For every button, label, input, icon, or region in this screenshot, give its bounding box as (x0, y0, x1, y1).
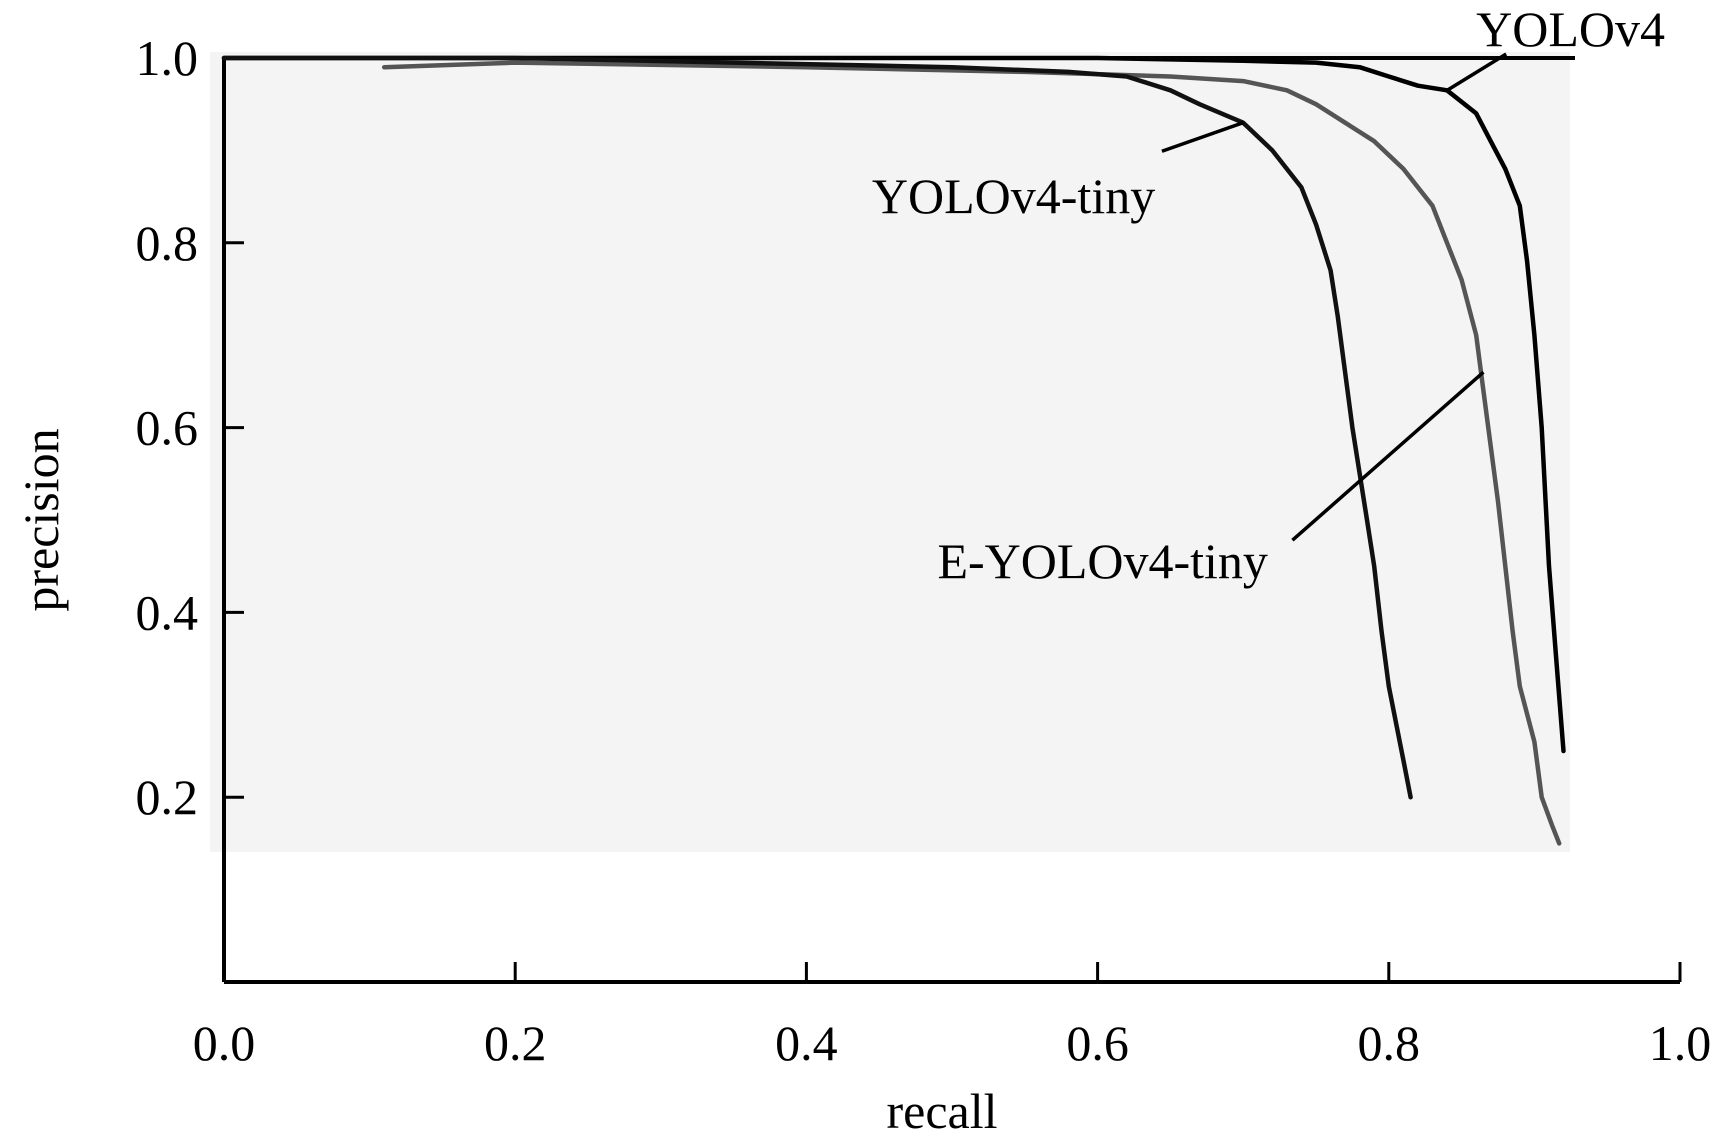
curves (221, 55, 1566, 846)
y-tick-label: 0.8 (136, 215, 199, 271)
x-tick-label: 1.0 (1649, 1015, 1712, 1071)
series-label-e-yolov4-tiny: E-YOLOv4-tiny (937, 533, 1267, 589)
y-tick-label: 0.4 (136, 584, 199, 640)
y-tick-label: 1.0 (136, 30, 199, 86)
series-line-yolov4 (221, 55, 1566, 754)
x-tick-label: 0.2 (484, 1015, 547, 1071)
x-axis-label: recall (886, 1083, 997, 1139)
x-tick-label: 0.6 (1066, 1015, 1129, 1071)
x-tick-label: 0.0 (193, 1015, 256, 1071)
series-line-yolov4-tiny (221, 55, 1413, 800)
plot-background (210, 52, 1570, 852)
x-tick-label: 0.4 (775, 1015, 838, 1071)
series-line-e-yolov4-tiny (381, 60, 1562, 846)
leader-line-yolov4-tiny (1161, 121, 1244, 153)
y-axis-label: precision (13, 428, 69, 611)
x-tick-label: 0.8 (1358, 1015, 1421, 1071)
y-tick-label: 0.2 (136, 769, 199, 825)
annotations: YOLOv4 YOLOv4-tiny E-YOLOv4-tiny (872, 1, 1665, 589)
series-label-yolov4-tiny: YOLOv4-tiny (872, 168, 1155, 224)
leader-line-e-yolov4-tiny (1291, 370, 1485, 542)
leader-line-yolov4 (1446, 52, 1508, 92)
series-label-yolov4: YOLOv4 (1476, 1, 1665, 57)
y-tick-label: 0.6 (136, 400, 199, 456)
